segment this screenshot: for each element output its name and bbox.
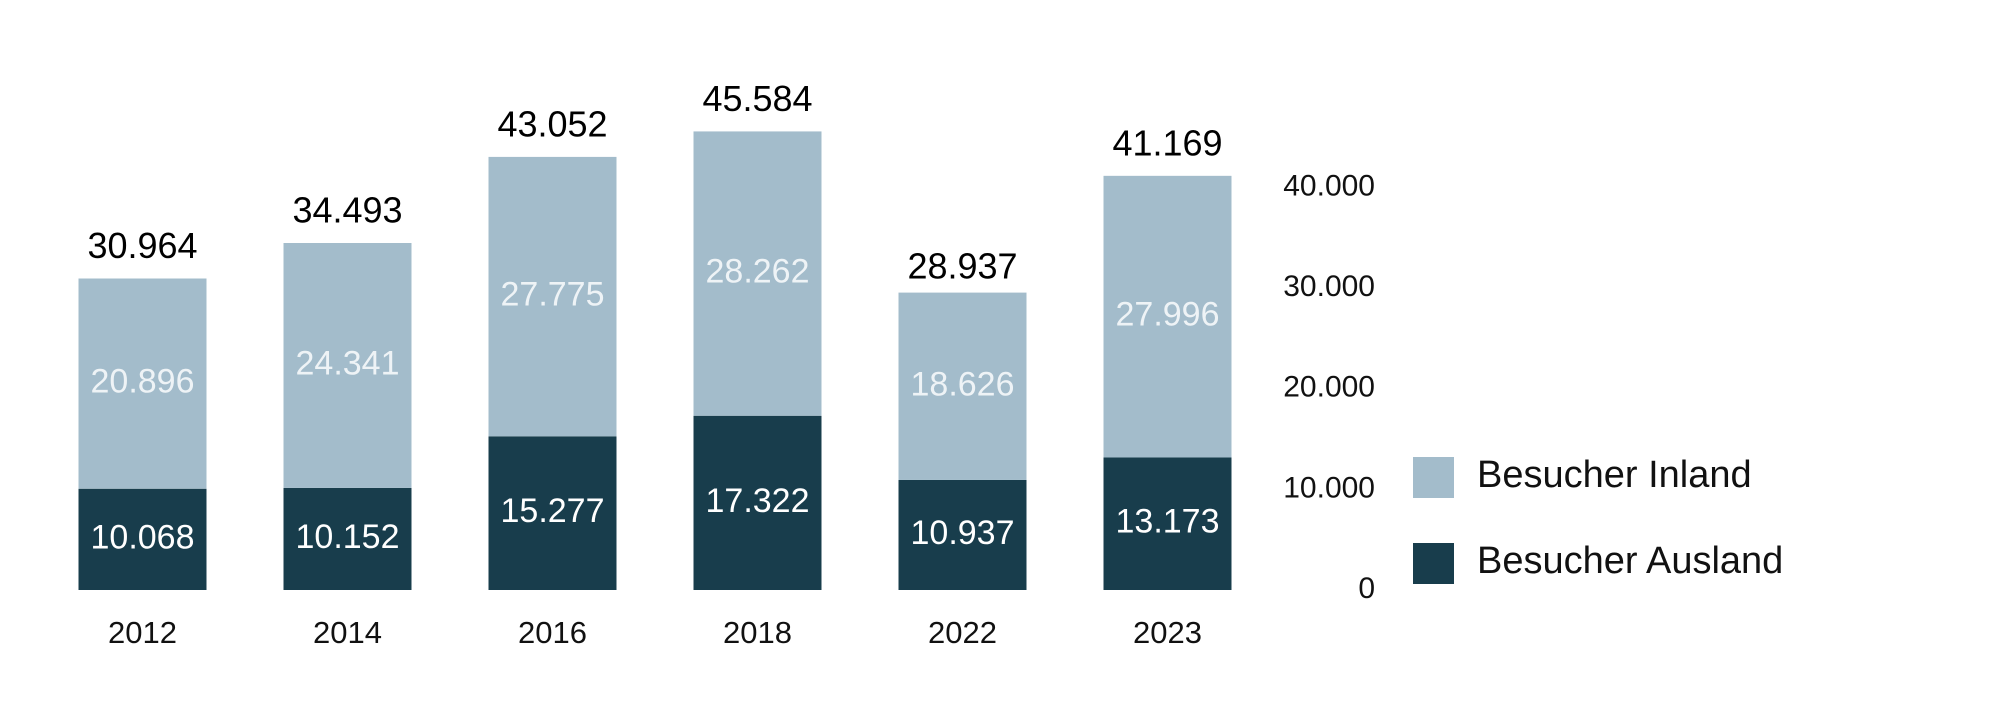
y-tick-label: 30.000: [1283, 270, 1375, 303]
total-label: 45.584: [702, 78, 812, 119]
x-tick-label: 2014: [313, 615, 382, 650]
bar-segment: [283, 243, 412, 488]
legend-label: Besucher Inland: [1477, 454, 1752, 496]
value-label: 27.996: [1116, 296, 1220, 334]
bar-segment: [898, 479, 1027, 590]
bar-segment: [693, 415, 822, 590]
x-tick-label: 2016: [518, 615, 587, 650]
bar-segment: [1103, 175, 1232, 458]
value-label: 10.937: [911, 514, 1015, 552]
value-label: 10.152: [296, 518, 400, 556]
legend-swatch: [1413, 543, 1454, 584]
total-label: 34.493: [292, 190, 402, 231]
value-label: 13.173: [1116, 503, 1220, 541]
total-label: 30.964: [87, 225, 197, 266]
value-label: 15.277: [501, 492, 605, 530]
legend-swatch: [1413, 457, 1454, 498]
bar-segment: [1103, 457, 1232, 590]
value-label: 10.068: [91, 518, 195, 556]
value-label: 20.896: [91, 363, 195, 401]
x-tick-label: 2018: [723, 615, 792, 650]
total-label: 41.169: [1112, 122, 1222, 163]
bar-segment: [283, 487, 412, 590]
x-tick-label: 2023: [1133, 615, 1202, 650]
bar-segment: [488, 156, 617, 437]
y-tick-label: 0: [1358, 572, 1375, 605]
total-label: 43.052: [497, 103, 607, 144]
y-tick-label: 10.000: [1283, 471, 1375, 504]
value-label: 18.626: [911, 365, 1015, 403]
x-tick-label: 2022: [928, 615, 997, 650]
bar-segment: [78, 488, 207, 590]
value-label: 27.775: [501, 276, 605, 314]
value-label: 24.341: [296, 344, 400, 382]
legend-label: Besucher Ausland: [1477, 540, 1783, 582]
value-label: 28.262: [706, 253, 810, 291]
bar-segment: [898, 292, 1027, 480]
bar-segment: [693, 131, 822, 416]
value-label: 17.322: [706, 482, 810, 520]
y-tick-label: 40.000: [1283, 170, 1375, 203]
total-label: 28.937: [907, 245, 1017, 286]
x-tick-label: 2012: [108, 615, 177, 650]
bar-segment: [78, 278, 207, 489]
bar-segment: [488, 436, 617, 590]
y-tick-label: 20.000: [1283, 371, 1375, 404]
